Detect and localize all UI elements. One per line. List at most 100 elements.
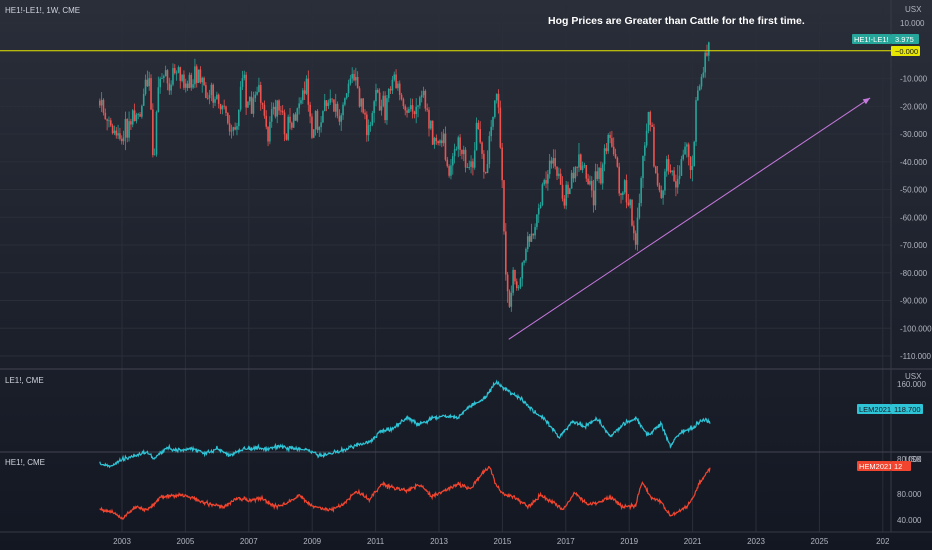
- candle-body: [219, 103, 222, 110]
- candle-body: [417, 105, 419, 107]
- candle-body: [633, 225, 635, 234]
- x-tick-label: 2005: [177, 537, 195, 546]
- candle-body: [122, 137, 125, 142]
- candle-body: [525, 249, 527, 261]
- candle-body: [583, 165, 586, 167]
- candle-body: [537, 208, 540, 215]
- candle-body: [486, 163, 489, 173]
- candle-body: [629, 199, 631, 206]
- candle-body: [142, 93, 145, 106]
- candle-body: [459, 137, 461, 150]
- candle-body: [323, 100, 326, 112]
- le-tag-label: LEM2021: [859, 405, 891, 414]
- candle-body: [473, 150, 476, 168]
- le-y-axis-labels: 160.000 80.000: [897, 380, 926, 464]
- candle-body: [305, 78, 308, 94]
- candle-body: [303, 90, 306, 94]
- candle-body: [598, 167, 600, 179]
- candle-body: [113, 130, 116, 134]
- he-tag-value: 12: [894, 462, 902, 471]
- candle-body: [192, 84, 194, 88]
- candle-body: [318, 127, 321, 131]
- candle-body: [618, 166, 621, 194]
- y-tick-label: -100.000: [900, 324, 932, 333]
- candle-body: [104, 112, 107, 120]
- candle-body: [534, 227, 536, 236]
- candle-body: [144, 79, 147, 94]
- candle-body: [238, 109, 240, 127]
- annotation-text[interactable]: Hog Prices are Greater than Cattle for t…: [548, 15, 805, 27]
- candle-body: [581, 165, 584, 170]
- candle-body: [530, 233, 533, 242]
- candle-body: [435, 137, 438, 142]
- candle-body: [671, 170, 674, 173]
- candle-body: [708, 42, 710, 56]
- candle-body: [184, 83, 187, 88]
- candle-body: [547, 174, 549, 184]
- candle-body: [664, 171, 666, 191]
- candle-body: [457, 137, 460, 149]
- candle-body: [302, 90, 304, 101]
- candle-body: [155, 111, 158, 155]
- le-price-tag: LEM2021 118.700: [857, 404, 923, 414]
- candle-body: [208, 94, 211, 99]
- candle-body: [259, 85, 262, 103]
- candle-body: [287, 116, 289, 140]
- candle-body: [267, 126, 269, 142]
- candle-body: [325, 100, 328, 107]
- candle-body: [654, 166, 657, 174]
- y-tick-label: 40.000: [897, 516, 922, 525]
- x-tick-label: 2007: [240, 537, 258, 546]
- candle-body: [594, 171, 597, 206]
- candle-body: [495, 93, 498, 101]
- candle-body: [506, 274, 509, 292]
- candle-body: [631, 199, 633, 226]
- candle-body: [254, 94, 257, 99]
- candle-body: [382, 95, 385, 107]
- candle-body: [217, 94, 220, 104]
- candle-body: [430, 120, 432, 129]
- candle-body: [451, 156, 454, 166]
- candle-body: [669, 170, 672, 173]
- candle-body: [477, 122, 480, 130]
- candle-body: [462, 149, 465, 155]
- candle-body: [490, 126, 492, 137]
- x-tick-label: 2003: [113, 537, 131, 546]
- support-trendline[interactable]: [508, 97, 871, 340]
- candle-body: [585, 165, 588, 179]
- candle-body: [221, 105, 224, 110]
- candle-body: [384, 95, 386, 121]
- candle-body: [455, 148, 458, 150]
- candle-body: [623, 180, 626, 193]
- candle-body: [656, 173, 659, 186]
- candle-body: [228, 123, 231, 132]
- candle-body: [345, 93, 348, 99]
- candle-body: [269, 121, 271, 142]
- candle-body: [620, 193, 622, 196]
- candle-body: [316, 110, 319, 131]
- candle-body: [519, 278, 522, 288]
- candle-body: [131, 110, 134, 125]
- candle-body: [214, 99, 216, 103]
- candle-body: [369, 124, 372, 126]
- candle-body: [686, 144, 688, 147]
- candle-body: [108, 120, 110, 122]
- candle-body: [183, 74, 185, 88]
- candle-body: [561, 184, 564, 199]
- candle-body: [294, 114, 297, 121]
- candle-body: [665, 159, 668, 172]
- candle-body: [472, 161, 474, 168]
- candle-body: [658, 185, 661, 191]
- candle-body: [212, 84, 214, 103]
- x-axis-labels: 2003 2005 2007 2009 2011 2013 2015 2017 2019 2021…: [113, 537, 890, 546]
- candle-body: [206, 98, 209, 99]
- candle-body: [175, 72, 178, 74]
- candle-body: [322, 111, 324, 123]
- candle-body: [693, 141, 695, 166]
- candle-body: [376, 89, 379, 93]
- candle-body: [190, 74, 193, 88]
- candle-body: [283, 112, 286, 135]
- candle-body: [514, 269, 516, 282]
- candle-body: [464, 149, 467, 168]
